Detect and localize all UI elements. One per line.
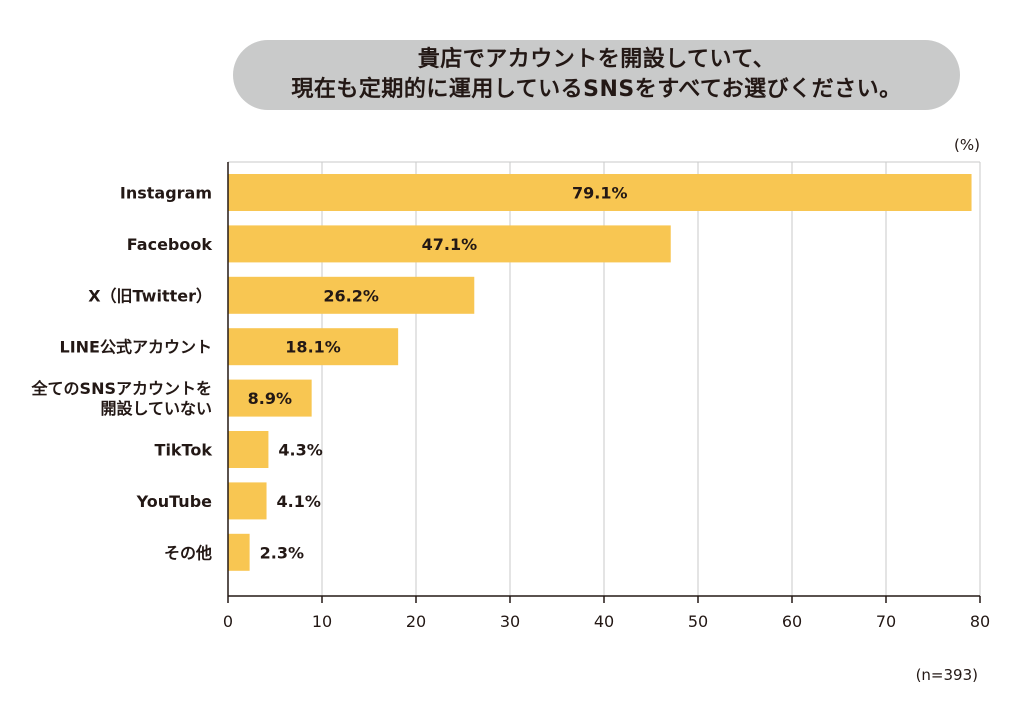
x-tick-label: 40: [594, 612, 614, 631]
x-tick-label: 60: [782, 612, 802, 631]
category-label: YouTube: [136, 492, 213, 511]
chart-title-line-2: 現在も定期的に運用しているSNSをすべてお選びください。: [291, 77, 902, 102]
x-tick-label: 50: [688, 612, 708, 631]
data-label: 8.9%: [248, 389, 292, 408]
sample-size-label: (n=393): [916, 666, 978, 684]
x-tick-label: 70: [876, 612, 896, 631]
category-label: その他: [164, 543, 212, 562]
unit-label: (%): [954, 136, 980, 154]
bar: [228, 276, 475, 314]
category-label: LINE公式アカウント: [60, 338, 212, 357]
category-label: Instagram: [120, 184, 212, 203]
data-label: 4.3%: [278, 441, 322, 460]
bar: [228, 482, 267, 520]
data-label: 47.1%: [422, 235, 478, 254]
category-label: Facebook: [127, 235, 213, 254]
bar: [228, 533, 250, 571]
category-label: X（旧Twitter）: [88, 286, 212, 305]
bar: [228, 174, 972, 211]
chart-title: 貴店でアカウントを開設していて、 現在も定期的に運用しているSNSをすべてお選び…: [233, 40, 960, 110]
bar: [228, 328, 399, 366]
bar: [228, 379, 312, 417]
data-label: 18.1%: [285, 338, 341, 357]
data-label: 2.3%: [260, 543, 304, 562]
category-label: 開設していない: [100, 399, 212, 418]
x-tick-label: 0: [223, 612, 233, 631]
chart-title-line-1: 貴店でアカウントを開設していて、: [417, 47, 776, 72]
x-tick-label: 10: [312, 612, 332, 631]
bar: [228, 431, 269, 468]
x-tick-label: 20: [406, 612, 426, 631]
bar: [228, 225, 671, 263]
category-label: TikTok: [155, 441, 213, 460]
data-label: 26.2%: [323, 286, 379, 305]
x-tick-label: 30: [500, 612, 520, 631]
data-label: 4.1%: [277, 492, 321, 511]
category-label: 全てのSNSアカウントを: [31, 379, 212, 398]
x-tick-label: 80: [970, 612, 990, 631]
data-label: 79.1%: [572, 184, 628, 203]
